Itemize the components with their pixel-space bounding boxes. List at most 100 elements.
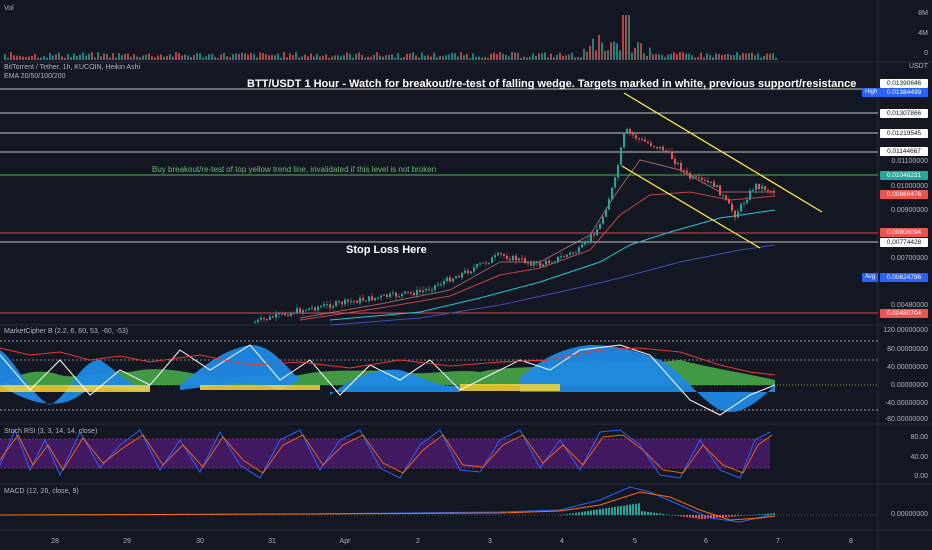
volume-bar	[490, 53, 492, 60]
volume-bar	[91, 52, 93, 60]
volume-bar	[664, 56, 666, 60]
volume-bar	[97, 52, 99, 60]
volume-bar	[355, 53, 357, 60]
price-tag-target: 0.01144667	[880, 147, 928, 156]
volume-bar	[754, 55, 756, 60]
macd-hist-bar	[662, 513, 664, 515]
volume-bar	[73, 53, 75, 60]
volume-bar	[757, 53, 759, 60]
volume-bar	[193, 54, 195, 60]
volume-bar	[178, 53, 180, 60]
volume-bar	[586, 51, 588, 60]
volume-bar	[295, 52, 297, 60]
volume-bar	[739, 55, 741, 60]
ema-200-line	[329, 244, 776, 326]
macd-hist-bar	[758, 514, 760, 515]
macd-hist-bar	[737, 515, 739, 517]
volume-bar	[13, 55, 15, 60]
volume-bar	[76, 55, 78, 60]
marketcipher-label[interactable]: MarketCipher B (2.2, 6, 60, 53, -60, -53…	[4, 328, 129, 335]
volume-bar	[718, 54, 720, 60]
volume-bar	[121, 55, 123, 60]
volume-bar	[16, 55, 18, 60]
time-axis-label: 28	[51, 538, 59, 545]
macd-hist-bar	[677, 515, 679, 516]
ema-100-line	[329, 209, 776, 321]
volume-bar	[271, 55, 273, 60]
volume-bar	[532, 53, 534, 60]
currency-label: USDT	[908, 63, 928, 70]
volume-bar	[502, 53, 504, 60]
volume-bar	[58, 52, 60, 60]
volume-bar	[673, 52, 675, 60]
price-tag-high: 0.01384499	[880, 88, 928, 97]
macd-hist-bar	[671, 515, 673, 516]
ema-50-line	[299, 191, 776, 321]
volume-bar	[712, 57, 714, 60]
volume-bar	[430, 56, 432, 60]
macd-label[interactable]: MACD (12, 26, close, 9)	[4, 488, 79, 495]
price-axis-label: 0.00480000	[891, 302, 928, 309]
macd-hist-bar	[575, 512, 577, 515]
macd-hist-bar	[593, 510, 595, 515]
volume-bar	[244, 53, 246, 60]
volume-bar	[199, 53, 201, 60]
volume-bar	[55, 54, 57, 60]
volume-bar	[631, 52, 633, 60]
volume-bar	[478, 56, 480, 60]
volume-bar	[760, 57, 762, 60]
volume-bar	[370, 56, 372, 60]
volume-bar	[343, 55, 345, 60]
ema-indicator-label[interactable]: EMA 20/50/100/200	[4, 73, 66, 80]
mc-axis-label: 40.00000000	[887, 364, 928, 371]
macd-hist-bar	[647, 511, 649, 515]
price-axis-label: 0.00900000	[891, 207, 928, 214]
macd-hist-bar	[731, 515, 733, 517]
volume-bar	[601, 42, 603, 60]
volume-bar	[775, 57, 777, 60]
price-tag-avg: 0.00624796	[880, 273, 928, 282]
stoch-rsi-label[interactable]: Stoch RSI (3, 3, 14, 14, close)	[4, 428, 98, 435]
symbol-header[interactable]: BitTorrent / Tether, 1h, KUCOIN, Heikin …	[4, 64, 141, 71]
volume-axis-8m: 8M	[918, 10, 928, 17]
volume-bar	[493, 52, 495, 60]
volume-bar	[565, 55, 567, 60]
volume-bar	[448, 54, 450, 60]
macd-hist-bar	[764, 513, 766, 515]
volume-bar	[220, 54, 222, 60]
volume-bar	[304, 54, 306, 60]
volume-bar	[79, 54, 81, 60]
macd-histogram	[560, 503, 775, 519]
macd-hist-bar	[773, 513, 775, 515]
volume-bar	[667, 54, 669, 60]
volume-bar	[508, 56, 510, 60]
macd-hist-bar	[722, 515, 724, 518]
volume-bar	[577, 57, 579, 60]
volume-bar	[376, 52, 378, 60]
volume-bar	[112, 53, 114, 60]
volume-bar	[226, 56, 228, 60]
chart-title-annotation: BTT/USDT 1 Hour - Watch for breakout/re-…	[247, 78, 857, 90]
volume-bar	[259, 52, 261, 60]
price-axis-label: 0.00700000	[891, 255, 928, 262]
macd-hist-bar	[659, 513, 661, 515]
mc-axis-label: -80.00000000	[884, 416, 928, 423]
volume-bar	[166, 55, 168, 60]
volume-bar	[709, 55, 711, 60]
volume-bar	[721, 55, 723, 60]
time-axis-label: 5	[633, 538, 637, 545]
volume-bar	[133, 53, 135, 60]
macd-hist-bar	[650, 512, 652, 515]
volume-bar	[547, 57, 549, 60]
volume-bar	[172, 56, 174, 60]
volume-bar	[235, 53, 237, 60]
macd-hist-bar	[569, 513, 571, 515]
volume-bar	[427, 55, 429, 60]
macd-hist-bar	[608, 507, 610, 515]
macd-hist-bar	[665, 514, 667, 515]
volume-bar	[205, 56, 207, 60]
volume-bar	[634, 47, 636, 60]
macd-hist-bar	[761, 514, 763, 515]
price-tag-low: 0.00480704	[880, 309, 928, 318]
volume-bar	[520, 57, 522, 60]
